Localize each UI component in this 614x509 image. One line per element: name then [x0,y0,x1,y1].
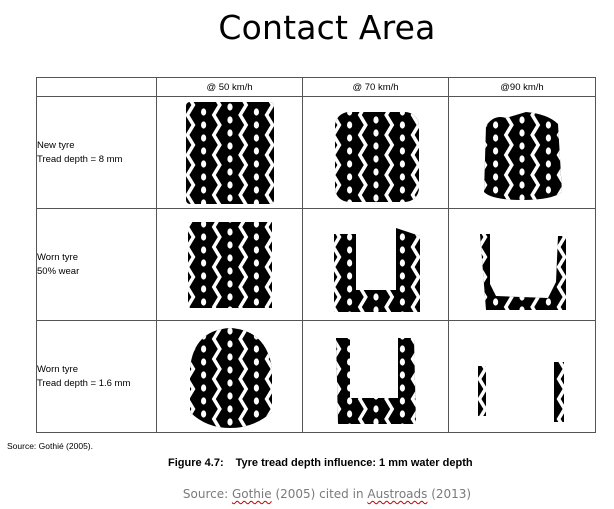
tread-print-half-50 [156,208,303,321]
tread-footprint-image [333,227,420,312]
tread-print-low-70 [302,320,449,433]
row-label-line: Tread depth = 8 mm [37,153,123,165]
tread-print-new-50 [156,96,303,209]
header-row: @ 50 km/h @ 70 km/h @90 km/h [36,77,596,97]
citation-line: Source: Gothie (2005) cited in Austroads… [0,487,614,501]
tread-footprint-image [187,221,272,308]
row-label-line: Tread depth = 1.6 mm [37,377,131,389]
tread-footprint-image [484,111,562,200]
column-header-50: @ 50 km/h [156,77,303,97]
tread-footprint-image [480,233,566,310]
column-header-70: @ 70 km/h [302,77,449,97]
slide-title: Contact Area [218,8,436,47]
column-header-90: @90 km/h [448,77,596,97]
citation-author: Gothie [231,487,272,501]
table-row: Worn tyre 50% wear [36,208,596,321]
figure-caption-text: Tyre tread depth influence: 1 mm water d… [235,457,473,469]
table-row: New tyre Tread depth = 8 mm [36,96,596,209]
tread-footprint-image [185,101,274,204]
table-row: Worn tyre Tread depth = 1.6 mm [36,320,596,433]
tread-print-low-90 [448,320,596,433]
citation-publisher: Austroads [367,487,428,501]
figure-number: Figure 4.7: [168,457,224,469]
row-label-line: 50% wear [37,265,80,277]
tread-footprint-image [335,337,416,424]
row-label-line: New tyre [37,139,75,151]
figure-source-note: Source: Gothié (2005). [7,441,93,451]
row-label-line: Worn tyre [37,251,79,263]
tread-print-new-90 [448,96,596,209]
citation-mid: (2005) cited in [271,487,368,501]
tyre-contact-figure-table: @ 50 km/h @ 70 km/h @90 km/h New tyre Tr… [36,77,596,433]
tread-footprint-image [189,327,272,428]
citation-year: (2013) [427,487,472,501]
row-label-new-tyre: New tyre Tread depth = 8 mm [36,96,157,209]
row-label-worn-50: Worn tyre 50% wear [36,208,157,321]
tread-print-half-90 [448,208,596,321]
tread-print-low-50 [156,320,303,433]
row-label-line: Worn tyre [37,363,79,375]
figure-caption: Figure 4.7: Tyre tread depth influence: 1… [168,457,473,469]
corner-cell [36,77,157,97]
tread-print-half-70 [302,208,449,321]
citation-prefix: Source: [182,487,232,501]
tread-print-new-70 [302,96,449,209]
tread-footprint-image [478,361,564,422]
tread-footprint-image [334,111,419,202]
row-label-worn-16: Worn tyre Tread depth = 1.6 mm [36,320,157,433]
